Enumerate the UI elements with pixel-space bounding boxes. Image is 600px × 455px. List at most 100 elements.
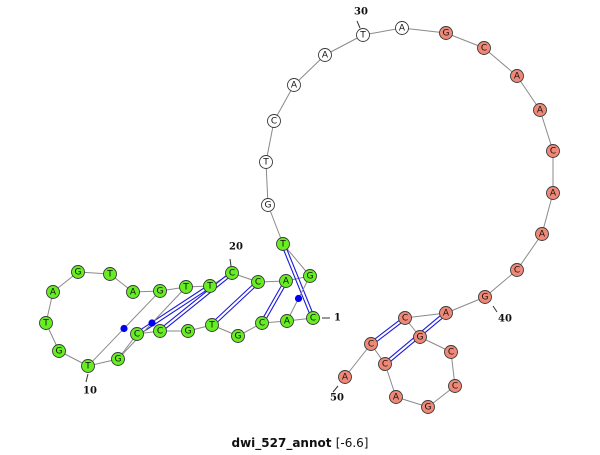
- backbone-bond: [344, 343, 372, 378]
- nucleotide-circle: [421, 400, 435, 414]
- nucleotide-letter: T: [206, 282, 213, 292]
- nucleotide-30: T: [356, 28, 370, 42]
- nucleotide-letter: A: [284, 317, 291, 327]
- nucleotide-circle: [444, 345, 458, 359]
- nucleotide-letter: A: [322, 51, 329, 61]
- nucleotide-letter: C: [448, 348, 454, 358]
- backbone-bond: [265, 120, 275, 163]
- backbone-bond: [484, 269, 518, 298]
- nucleotide-circle: [203, 279, 217, 293]
- nucleotide-circle: [478, 290, 492, 304]
- nucleotide-29: A: [318, 48, 332, 62]
- watson-crick-pair-line: [266, 287, 285, 319]
- watson-crick-pair-line: [217, 287, 255, 323]
- nucleotide-27: C: [267, 114, 281, 128]
- nucleotide-circle: [52, 344, 66, 358]
- nucleotide-49: C: [364, 337, 378, 351]
- nucleotide-letter: C: [402, 314, 408, 324]
- nucleotide-circle: [261, 198, 275, 212]
- nucleotide-letter: A: [130, 288, 137, 298]
- watson-crick-pair-line: [263, 285, 282, 317]
- nucleotide-circle: [510, 263, 524, 277]
- nucleotide-24: T: [276, 237, 290, 251]
- index-label-1: 1: [334, 313, 341, 324]
- nucleotide-18: T: [179, 280, 193, 294]
- nucleotide-13: A: [46, 285, 60, 299]
- nucleotide-circle: [318, 48, 332, 62]
- nucleotide-9: G: [111, 352, 125, 366]
- watson-crick-pair-line: [165, 277, 229, 329]
- nucleotide-7: C: [153, 324, 167, 338]
- free-energy: [-6.6]: [335, 436, 369, 450]
- nucleotide-circle: [306, 311, 320, 325]
- nucleotide-circle: [231, 329, 245, 343]
- nucleotide-letter: C: [452, 382, 458, 392]
- nucleotide-20: C: [225, 266, 239, 280]
- nucleotide-letter: A: [50, 288, 57, 298]
- nucleotide-10: T: [81, 359, 95, 373]
- nucleotide-letter: G: [482, 293, 489, 303]
- nucleotide-1: C: [306, 311, 320, 325]
- nucleotide-letter: T: [182, 283, 189, 293]
- nucleotide-17: G: [153, 284, 167, 298]
- nucleotide-4: G: [231, 329, 245, 343]
- nucleotide-37: A: [546, 186, 560, 200]
- nucleotide-31: A: [395, 21, 409, 35]
- nucleotide-23: G: [303, 269, 317, 283]
- nucleotide-circle: [303, 269, 317, 283]
- nucleotide-circle: [395, 21, 409, 35]
- nucleotide-33: C: [477, 41, 491, 55]
- nucleotide-circle: [126, 285, 140, 299]
- nucleotide-38: A: [535, 227, 549, 241]
- nucleotide-circle: [153, 324, 167, 338]
- nucleotide-letter: C: [259, 319, 265, 329]
- watson-crick-pair-line: [376, 322, 402, 342]
- index-label-50: 50: [330, 393, 344, 404]
- nucleotide-letter: G: [443, 29, 450, 39]
- nucleotide-letter: G: [425, 403, 432, 413]
- index-label-30: 30: [354, 7, 368, 18]
- index-label-40: 40: [498, 314, 512, 325]
- watson-crick-pair-line: [215, 284, 253, 320]
- nucleotide-circle: [103, 267, 117, 281]
- backbone-bond: [401, 27, 447, 34]
- nucleotide-letter: A: [283, 277, 290, 287]
- gu-pair-dot: [148, 319, 156, 327]
- nucleotide-circle: [338, 370, 352, 384]
- backbone-bond: [324, 34, 364, 56]
- nucleotide-letter: A: [393, 393, 400, 403]
- nucleotide-circle: [413, 330, 427, 344]
- nucleotide-circle: [439, 26, 453, 40]
- nucleotide-letter: T: [359, 31, 366, 41]
- nucleotide-50: A: [338, 370, 352, 384]
- nucleotide-39: C: [510, 263, 524, 277]
- nucleotide-14: G: [71, 265, 85, 279]
- nucleotide-letter: A: [443, 309, 450, 319]
- nucleotide-circle: [276, 237, 290, 251]
- nucleotide-letter: T: [208, 321, 215, 331]
- nucleotide-letter: G: [417, 333, 424, 343]
- nucleotide-letter: T: [106, 270, 113, 280]
- nucleotide-21: C: [251, 275, 265, 289]
- nucleotide-circle: [510, 69, 524, 83]
- nucleotide-circle: [356, 28, 370, 42]
- nucleotide-circle: [255, 316, 269, 330]
- index-tick: [332, 385, 339, 393]
- watson-crick-pair-line: [286, 249, 313, 312]
- nucleotide-2: A: [280, 314, 294, 328]
- structure-title: dwi_527_annot: [231, 436, 332, 450]
- watson-crick-pair-line: [374, 320, 400, 340]
- nucleotide-letter: T: [42, 319, 49, 329]
- backbone-bond: [539, 109, 554, 152]
- index-ticks: [85, 20, 498, 393]
- nucleotide-15: T: [103, 267, 117, 281]
- nucleotide-letter: C: [382, 360, 388, 370]
- nucleotide-circle: [533, 103, 547, 117]
- nucleotide-letter: A: [399, 24, 406, 34]
- nucleotide-letter: A: [514, 72, 521, 82]
- backbone-bond: [516, 233, 543, 271]
- nucleotide-28: A: [287, 78, 301, 92]
- base-pair-lines: [92, 249, 443, 362]
- nucleotide-letter: A: [537, 106, 544, 116]
